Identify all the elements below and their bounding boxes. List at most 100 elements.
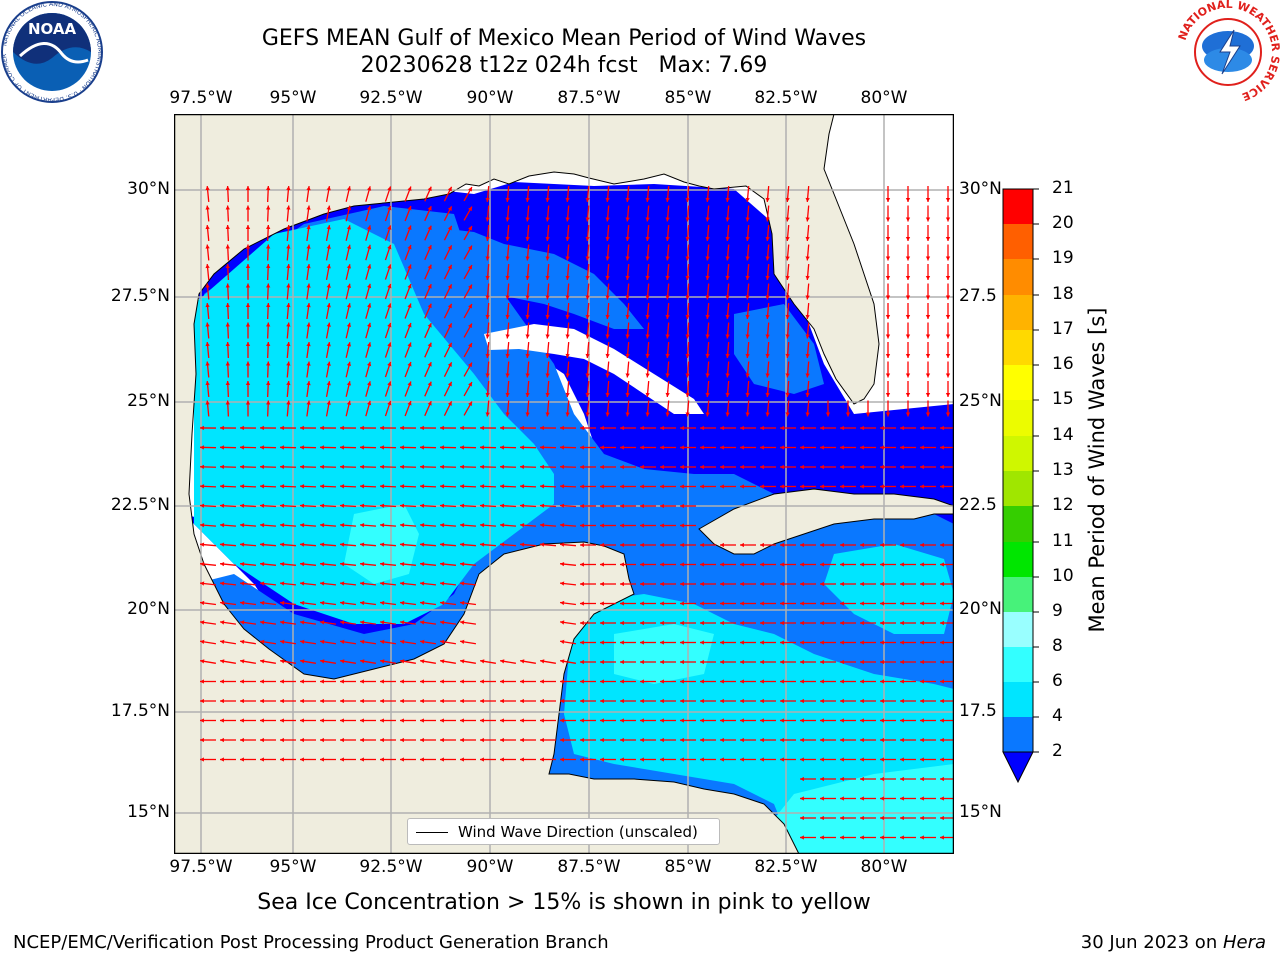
direction-arrow [505,380,510,398]
map-legend: Wind Wave Direction (unscaled) [407,818,720,845]
direction-arrow [620,679,636,684]
direction-arrow [920,425,936,431]
direction-arrow [760,562,776,567]
direction-arrow [700,757,716,762]
direction-arrow [720,542,736,548]
direction-arrow [479,484,497,489]
direction-arrow [345,303,352,319]
direction-arrow [920,815,936,821]
direction-arrow [905,283,911,300]
direction-arrow [700,484,716,489]
direction-arrow [900,640,916,645]
direction-arrow [365,381,372,397]
direction-arrow [840,464,856,470]
direction-arrow [325,400,331,417]
colorbar-tick-label: 11 [1052,531,1074,551]
direction-arrow [840,484,856,489]
direction-arrow [785,322,790,339]
sea-ice-note: Sea Ice Concentration > 15% is shown in … [257,890,871,915]
colorbar-tick-label: 21 [1052,178,1074,198]
direction-arrow [800,620,816,626]
direction-arrow [925,400,931,417]
direction-arrow [925,303,931,319]
direction-arrow [345,225,352,241]
direction-arrow [925,205,931,222]
nws-logo: NATIONAL WEATHER SERVICE [1176,0,1280,103]
direction-arrow [459,425,477,431]
direction-arrow [424,303,432,319]
direction-arrow [665,302,670,320]
direction-arrow [199,425,217,431]
direction-arrow [479,542,497,547]
direction-arrow [740,640,756,645]
direction-arrow [545,283,550,300]
direction-arrow [740,562,756,567]
direction-arrow [225,205,230,222]
direction-arrow [440,698,456,704]
direction-arrow [665,224,670,242]
direction-arrow [740,464,756,470]
direction-arrow [485,322,490,339]
direction-arrow [645,283,650,300]
direction-arrow [419,523,437,528]
direction-arrow [463,225,473,241]
direction-arrow [785,205,790,222]
direction-arrow [360,659,376,664]
direction-arrow [259,639,277,645]
direction-arrow [785,302,790,320]
direction-arrow [299,581,317,586]
direction-arrow [700,464,716,470]
direction-arrow [540,659,556,664]
direction-arrow [900,815,916,821]
direction-arrow [820,445,836,450]
direction-arrow [620,640,636,645]
direction-arrow [559,425,577,431]
direction-arrow [620,464,636,470]
direction-arrow [259,425,277,431]
direction-arrow [885,361,891,378]
direction-arrow [605,224,610,242]
direction-arrow [600,601,616,606]
direction-arrow [485,185,490,203]
lat-tick-label: 20°N [127,599,170,619]
direction-arrow [319,523,337,528]
direction-arrow [340,698,356,704]
direction-arrow [720,445,736,450]
direction-arrow [485,400,490,417]
direction-arrow [266,380,271,398]
direction-arrow [559,484,577,489]
direction-arrow [580,601,596,606]
direction-arrow [680,464,696,470]
direction-arrow [685,244,690,261]
direction-arrow [860,679,876,684]
direction-arrow [800,445,816,450]
direction-arrow [920,542,936,548]
direction-arrow [720,640,736,645]
direction-arrow [565,205,570,222]
direction-arrow [219,445,237,450]
direction-arrow [560,659,576,664]
direction-arrow [945,381,951,397]
direction-arrow [539,425,557,431]
lat-tick-label: 27.5°N [110,286,170,306]
direction-arrow [360,698,376,704]
direction-arrow [260,718,276,723]
direction-arrow [500,757,516,762]
direction-arrow [359,523,377,528]
direction-arrow [384,205,392,222]
direction-arrow [680,698,696,704]
direction-arrow [319,464,337,470]
direction-arrow [225,244,230,261]
direction-arrow [540,757,556,762]
direction-arrow [319,425,337,431]
direction-arrow [600,523,616,528]
direction-arrow [439,561,457,567]
direction-arrow [660,484,676,489]
direction-arrow [600,562,616,567]
direction-arrow [439,464,457,470]
direction-arrow [765,263,770,281]
direction-arrow [220,679,236,684]
direction-arrow [306,205,311,222]
direction-arrow [560,698,576,704]
direction-arrow [625,185,630,203]
